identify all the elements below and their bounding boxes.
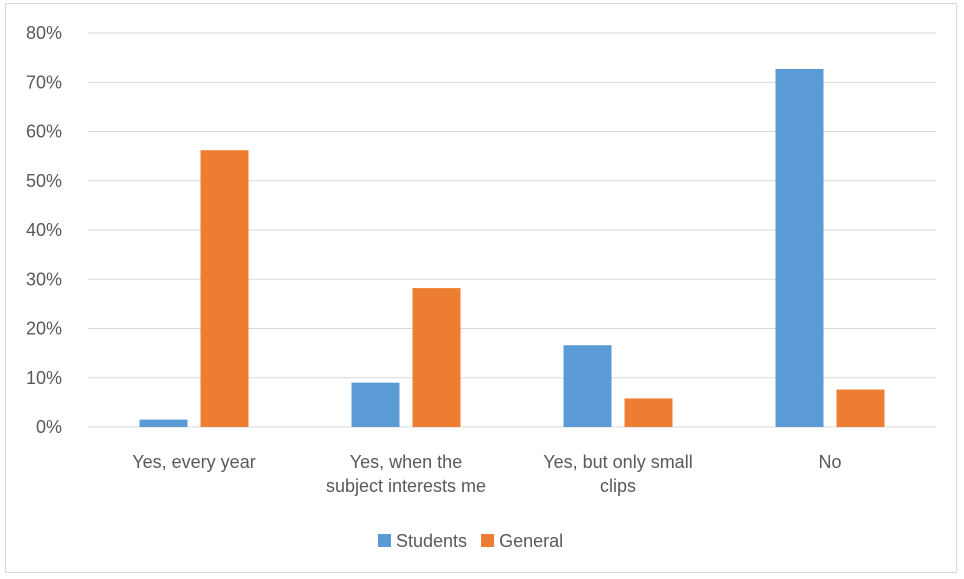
bar-general-2 [624, 398, 673, 427]
x-category-label-line: subject interests me [326, 476, 486, 496]
bar-students-2 [563, 345, 612, 427]
legend: Students General [378, 531, 563, 551]
x-category-label-2: Yes, but only small clips [543, 452, 692, 496]
x-category-label-1: Yes, when the subject interests me [326, 452, 486, 496]
y-tick-label-10: 10% [26, 368, 62, 388]
y-tick-label-0: 0% [36, 417, 62, 437]
legend-label-students: Students [396, 531, 467, 551]
y-tick-label-60: 60% [26, 122, 62, 142]
legend-label-general: General [499, 531, 563, 551]
bar-general-3 [836, 389, 885, 427]
y-tick-label-40: 40% [26, 220, 62, 240]
x-category-label-line: No [818, 452, 841, 472]
bar-students-1 [351, 382, 400, 427]
y-tick-label-70: 70% [26, 72, 62, 92]
y-tick-label-30: 30% [26, 269, 62, 289]
x-category-label-line: Yes, but only small [543, 452, 692, 472]
y-tick-label-50: 50% [26, 171, 62, 191]
x-category-label-0: Yes, every year [132, 452, 255, 472]
legend-swatch-students [378, 534, 391, 547]
bars [139, 68, 885, 427]
legend-swatch-general [481, 534, 495, 547]
bar-students-0 [139, 419, 188, 427]
x-category-label-line: Yes, when the [350, 452, 462, 472]
y-axis: 0% 10% 20% 30% 40% 50% 60% 70% 80% [26, 23, 62, 437]
bar-general-1 [412, 288, 461, 427]
x-category-label-3: No [818, 452, 841, 472]
y-tick-label-80: 80% [26, 23, 62, 43]
x-category-label-line: clips [600, 476, 636, 496]
bar-general-0 [200, 150, 249, 427]
bar-students-3 [775, 68, 824, 427]
x-axis: Yes, every year Yes, when the subject inte… [132, 452, 841, 496]
x-category-label-line: Yes, every year [132, 452, 255, 472]
y-tick-label-20: 20% [26, 319, 62, 339]
